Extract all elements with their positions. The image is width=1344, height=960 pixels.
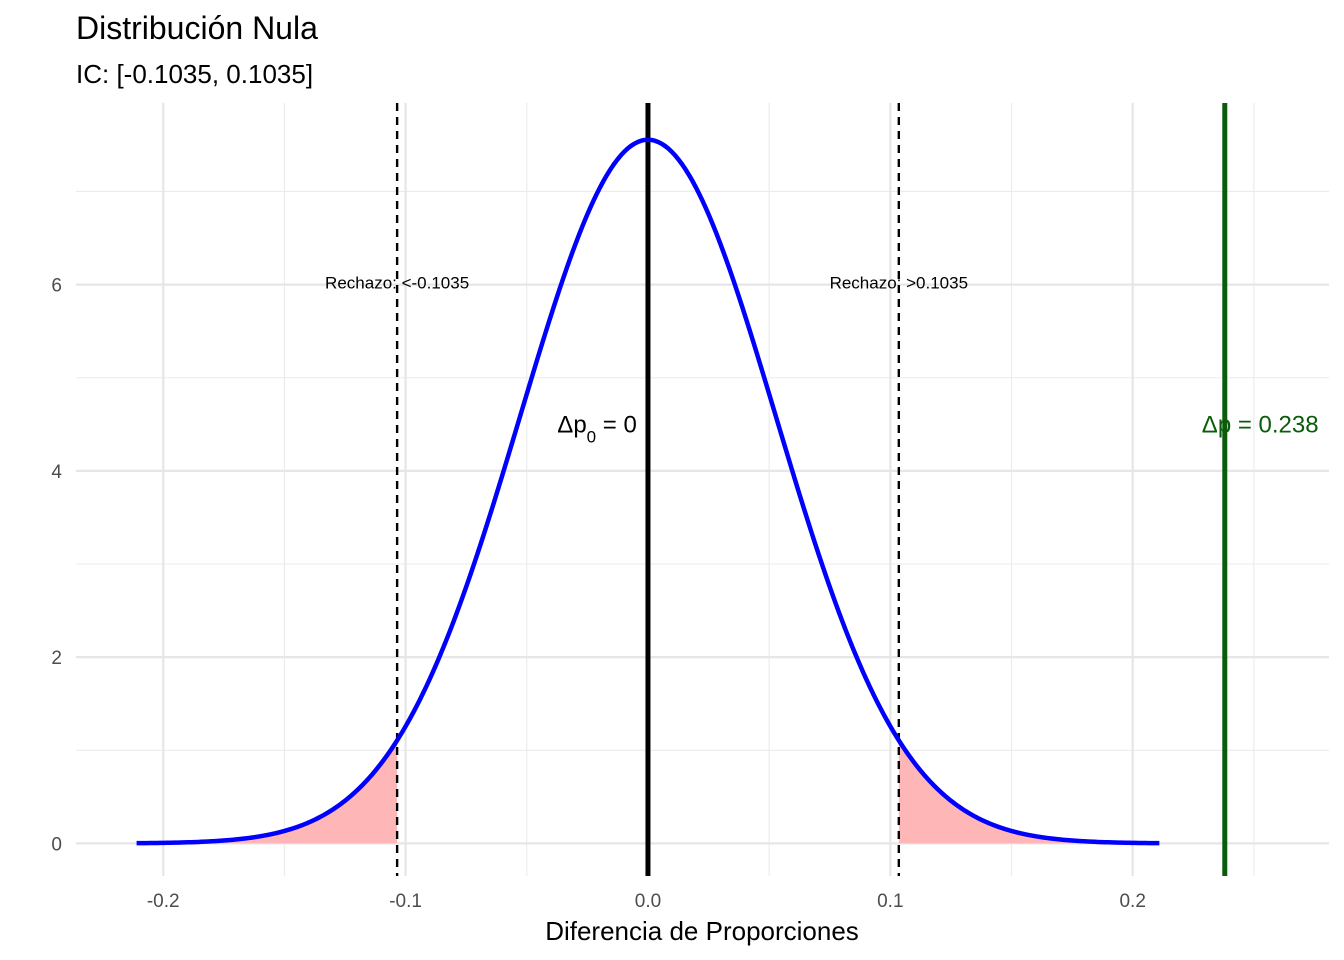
x-tick-label: -0.2	[147, 891, 180, 912]
reference-lines	[395, 103, 1228, 876]
chart-title: Distribución Nula	[76, 10, 318, 46]
x-tick-label: 0.2	[1119, 891, 1145, 912]
y-tick-label: 6	[51, 276, 62, 297]
null-hypothesis-label: Δp0 = 0	[557, 411, 637, 446]
y-axis-ticks: 0 2 4 6	[51, 276, 62, 856]
x-tick-label: -0.1	[389, 891, 422, 912]
chart-subtitle: IC: [-0.1035, 0.1035]	[76, 59, 313, 89]
rejection-label-upper: Rechazo: >0.1035	[830, 274, 968, 293]
x-tick-label: 0.1	[877, 891, 903, 912]
density-curve-group	[136, 137, 1160, 846]
rejection-region-lower	[136, 740, 398, 844]
grid-lines	[76, 103, 1329, 876]
rejection-regions	[136, 740, 1160, 844]
y-tick-label: 2	[51, 648, 62, 669]
x-axis-title: Diferencia de Proporciones	[545, 916, 859, 946]
rejection-label-lower: Rechazo: <-0.1035	[325, 274, 469, 293]
y-tick-label: 0	[51, 834, 62, 855]
rejection-region-upper	[898, 740, 1160, 844]
observed-diff-label: Δp = 0.238	[1202, 411, 1319, 438]
annotations: Rechazo: <-0.1035 Rechazo: >0.1035 Δp0 = 0…	[325, 274, 1319, 446]
x-axis-ticks: -0.2 -0.1 0.0 0.1 0.2	[147, 891, 1146, 912]
density-curve	[136, 137, 1160, 846]
y-tick-label: 4	[51, 462, 62, 483]
x-tick-label: 0.0	[635, 891, 661, 912]
